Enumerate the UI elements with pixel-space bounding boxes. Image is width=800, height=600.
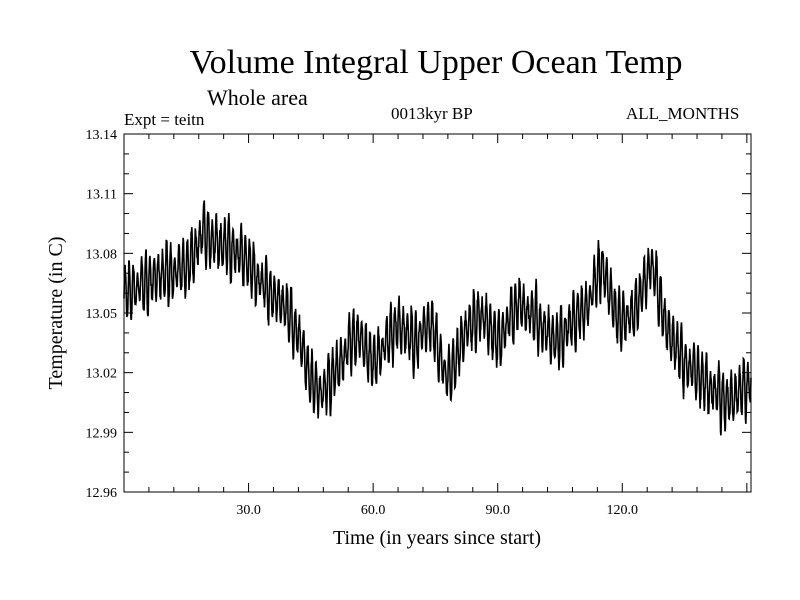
- x-tick-label: 120.0: [607, 503, 639, 518]
- y-tick-label: 13.14: [86, 128, 118, 143]
- y-tick-label: 13.11: [86, 188, 117, 203]
- temperature-series-line: [123, 200, 752, 436]
- x-tick-labels: 30.0 60.0 90.0 120.0: [236, 503, 638, 518]
- plot-frame: [123, 133, 752, 493]
- y-tick-label: 13.02: [86, 367, 118, 382]
- x-tick-label: 60.0: [361, 503, 386, 518]
- chart-subtitle: Whole area: [207, 85, 308, 110]
- y-tick-label: 13.05: [86, 307, 118, 322]
- x-axis-title: Time (in years since start): [333, 527, 541, 549]
- y-tick-label: 12.96: [86, 486, 118, 501]
- x-tick-label: 90.0: [485, 503, 510, 518]
- y-tick-labels: 12.96 12.99 13.02 13.05 13.08 13.11 13.14: [86, 128, 118, 501]
- experiment-label: Expt = teitn: [124, 110, 205, 129]
- y-axis-title: Temperature (in C): [45, 237, 67, 390]
- chart-title: Volume Integral Upper Ocean Temp: [189, 44, 683, 81]
- y-tick-label: 12.99: [86, 426, 118, 441]
- y-tick-label: 13.08: [86, 247, 118, 262]
- period-label: 0013kyr BP: [391, 104, 473, 123]
- x-tick-label: 30.0: [236, 503, 261, 518]
- months-label: ALL_MONTHS: [626, 104, 740, 123]
- tick-marks: [124, 134, 751, 492]
